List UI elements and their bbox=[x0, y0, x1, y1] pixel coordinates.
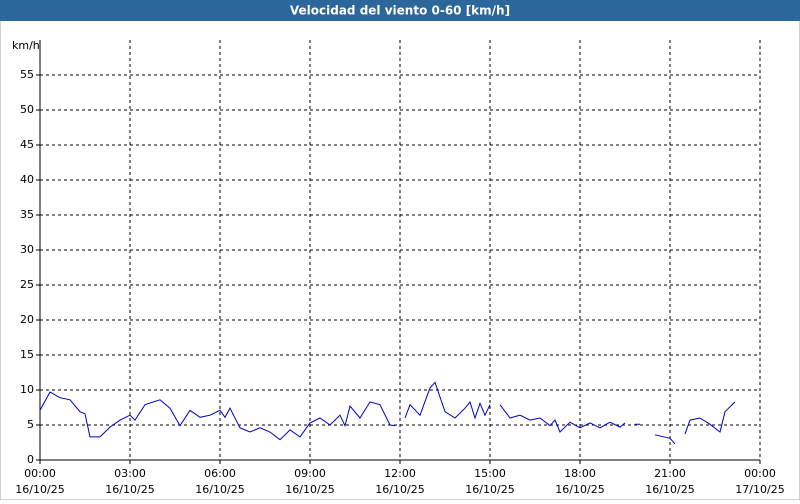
data-line bbox=[39, 381, 736, 445]
y-tick-label: 35 bbox=[20, 208, 34, 221]
y-tick-label: 10 bbox=[20, 383, 34, 396]
y-tick-label: 50 bbox=[20, 103, 34, 116]
x-tick-label: 03:00 16/10/25 bbox=[105, 467, 154, 496]
x-tick-label: 00:00 16/10/25 bbox=[15, 467, 64, 496]
x-tick-label: 18:00 16/10/25 bbox=[555, 467, 604, 496]
x-tick-label: 00:00 17/10/25 bbox=[735, 467, 784, 496]
y-tick-label: 30 bbox=[20, 243, 34, 256]
y-axis-unit: km/h bbox=[12, 39, 40, 52]
x-tick-label: 21:00 16/10/25 bbox=[645, 467, 694, 496]
y-tick-label: 0 bbox=[27, 453, 34, 466]
chart-title: Velocidad del viento 0-60 [km/h] bbox=[290, 4, 510, 18]
y-tick-label: 15 bbox=[20, 348, 34, 361]
y-tick-label: 5 bbox=[27, 418, 34, 431]
x-tick-label: 06:00 16/10/25 bbox=[195, 467, 244, 496]
y-tick-label: 20 bbox=[20, 313, 34, 326]
y-tick-label: 25 bbox=[20, 278, 34, 291]
y-tick-label: 40 bbox=[20, 173, 34, 186]
title-bar bbox=[0, 0, 800, 21]
x-tick-label: 15:00 16/10/25 bbox=[465, 467, 514, 496]
x-tick-label: 09:00 16/10/25 bbox=[285, 467, 334, 496]
y-tick-label: 55 bbox=[20, 68, 34, 81]
y-tick-label: 45 bbox=[20, 138, 34, 151]
x-tick-label: 12:00 16/10/25 bbox=[375, 467, 424, 496]
